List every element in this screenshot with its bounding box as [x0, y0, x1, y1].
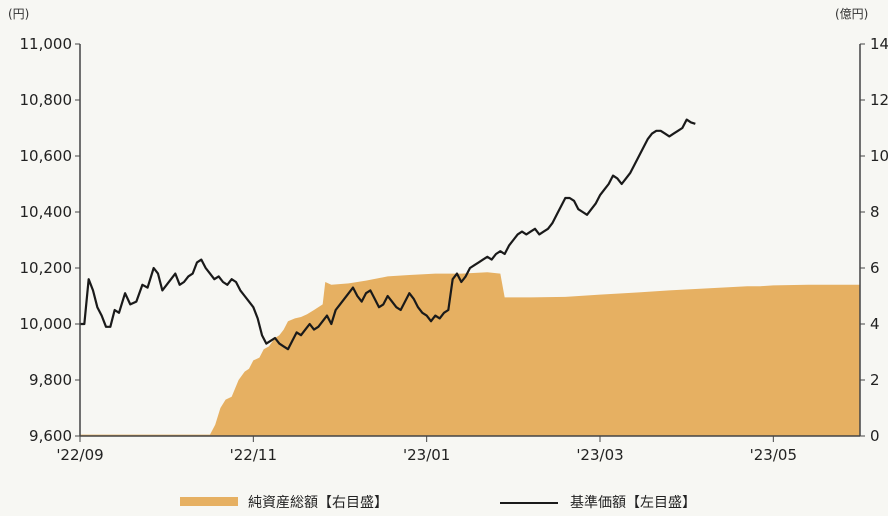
- nav-line: [80, 118, 696, 351]
- right-tick-label: 14: [870, 35, 888, 53]
- x-tick-label: '22/11: [230, 446, 277, 464]
- left-tick-label: 9,600: [29, 427, 72, 445]
- plot-area: [80, 118, 860, 436]
- x-tick-label: '23/01: [403, 446, 450, 464]
- left-tick-label: 10,800: [20, 91, 73, 109]
- left-tick-label: 9,800: [29, 371, 72, 389]
- left-tick-label: 10,600: [20, 147, 73, 165]
- x-tick-label: '23/05: [750, 446, 797, 464]
- right-axis-unit: (億円): [835, 7, 868, 21]
- x-tick-label: '22/09: [56, 446, 103, 464]
- right-tick-label: 6: [870, 259, 880, 277]
- legend: 純資産総額【右目盛】 基準価額【左目盛】: [180, 494, 696, 511]
- x-ticks: '22/09 '22/11 '23/01 '23/03 '23/05: [56, 436, 797, 464]
- legend-label-line: 基準価額【左目盛】: [570, 494, 696, 511]
- left-tick-label: 10,000: [20, 315, 73, 333]
- right-tick-label: 4: [870, 315, 880, 333]
- legend-label-area: 純資産総額【右目盛】: [248, 495, 388, 511]
- left-tick-label: 10,400: [20, 203, 73, 221]
- right-tick-label: 10: [870, 147, 888, 165]
- x-tick-label: '23/03: [576, 446, 623, 464]
- right-tick-label: 12: [870, 91, 888, 109]
- right-y-ticks: 0 2 4 6 8 10 12 14: [860, 35, 888, 445]
- right-tick-label: 2: [870, 371, 880, 389]
- right-tick-label: 0: [870, 427, 880, 445]
- left-tick-label: 11,000: [20, 35, 73, 53]
- legend-swatch-area: [180, 497, 238, 506]
- left-tick-label: 10,200: [20, 259, 73, 277]
- right-tick-label: 8: [870, 203, 880, 221]
- left-y-ticks: 9,600 9,800 10,000 10,200 10,400 10,600 10,800…: [20, 35, 80, 445]
- left-axis-unit: (円): [8, 7, 29, 21]
- net-assets-area: [80, 272, 860, 436]
